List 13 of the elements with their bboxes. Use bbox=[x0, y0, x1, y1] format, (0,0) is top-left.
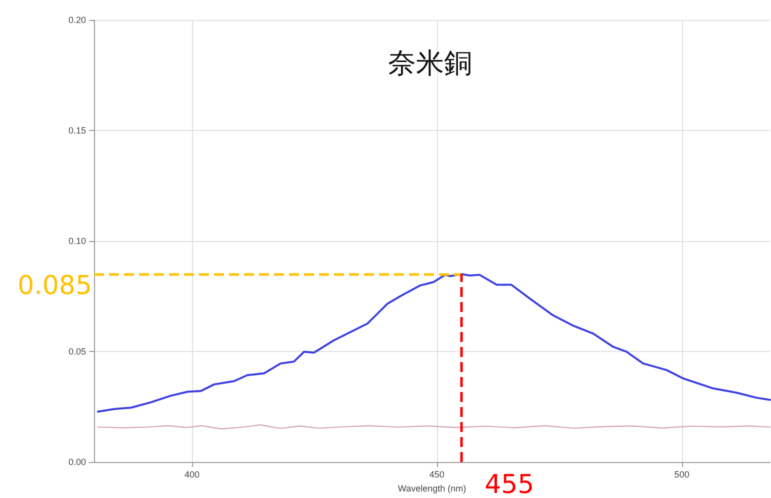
x-tick-label: 500 bbox=[674, 470, 690, 480]
y-tick-label: 0.00 bbox=[68, 457, 86, 467]
y-tick-label: 0.15 bbox=[68, 126, 86, 136]
y-tick-label: 0.20 bbox=[68, 15, 86, 25]
x-tick-label: 400 bbox=[184, 470, 200, 480]
x-tick-label: 450 bbox=[429, 470, 444, 480]
text: 奈米銅 bbox=[388, 46, 472, 80]
ref-line-label: 0.085 bbox=[18, 271, 92, 302]
ref-line-label: 455 bbox=[484, 470, 534, 498]
x-axis-title: Wavelength (nm) bbox=[398, 484, 466, 494]
y-tick-label: 0.05 bbox=[68, 346, 86, 356]
line-series bbox=[96, 273, 771, 413]
y-tick-label: 0.10 bbox=[68, 236, 86, 246]
